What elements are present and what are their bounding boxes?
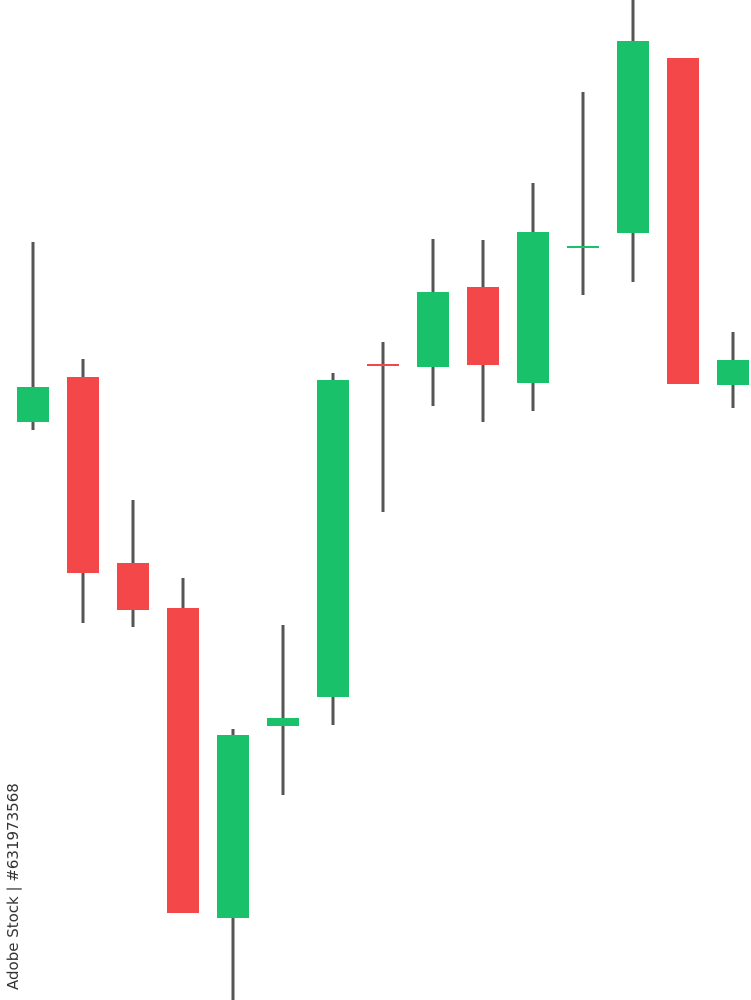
candle: [217, 729, 249, 1000]
candle-body: [517, 232, 549, 383]
candle-body: [17, 387, 49, 422]
candle: [617, 0, 649, 282]
candle: [117, 500, 149, 627]
candle-body: [567, 246, 599, 248]
candle: [17, 242, 49, 430]
candle: [567, 92, 599, 295]
candle-body: [317, 380, 349, 697]
candle: [317, 373, 349, 725]
candle: [717, 332, 749, 408]
candle: [167, 578, 199, 913]
candle: [417, 239, 449, 406]
candle-body: [117, 563, 149, 610]
candle: [467, 240, 499, 422]
candle: [267, 625, 299, 795]
candle: [667, 58, 699, 384]
candle-body: [417, 292, 449, 367]
candle: [67, 359, 99, 623]
candle-body: [167, 608, 199, 913]
candle-body: [617, 41, 649, 233]
watermark: Adobe Stock | #631973568: [4, 783, 22, 990]
candle: [517, 183, 549, 411]
candle-body: [367, 364, 399, 366]
candle-body: [217, 735, 249, 918]
candle-body: [717, 360, 749, 385]
candle: [367, 342, 399, 512]
candle-body: [467, 287, 499, 365]
candle-body: [667, 58, 699, 384]
candle-body: [267, 718, 299, 726]
candle-body: [67, 377, 99, 573]
